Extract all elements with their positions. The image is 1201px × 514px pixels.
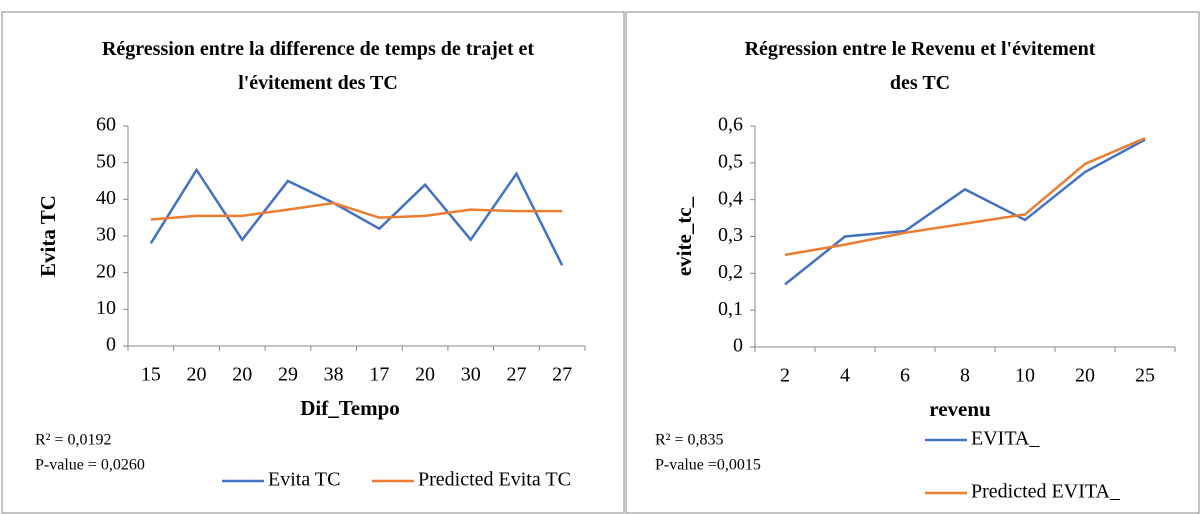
x-tick-label: 4: [840, 365, 850, 387]
x-tick-label: 17: [369, 364, 389, 386]
legend-label: EVITA_: [971, 428, 1040, 450]
series-line: [150, 201, 563, 221]
y-tick-label: 60: [96, 114, 116, 136]
annotation: P-value = 0,0260: [35, 457, 145, 474]
y-axis-label: Evita TC: [36, 195, 60, 277]
x-tick-label: 15: [141, 364, 161, 386]
y-tick-label: 50: [96, 150, 116, 172]
y-tick-label: 30: [96, 224, 116, 246]
x-tick-label: 27: [506, 364, 526, 386]
x-tick-label: 20: [232, 364, 252, 386]
y-tick-label: 0,3: [718, 224, 743, 246]
annotation: R² = 0,0192: [35, 432, 112, 449]
y-tick-label: 0,5: [718, 150, 743, 172]
y-tick-label: 0: [106, 334, 116, 356]
y-tick-label: 0,1: [718, 298, 743, 320]
legend-label: Predicted Evita TC: [418, 469, 571, 491]
y-tick-label: 10: [96, 297, 116, 319]
annotation: R² = 0,835: [655, 432, 724, 449]
panel-border: [625, 11, 1200, 514]
annotation: P-value =0,0015: [655, 457, 761, 474]
y-tick-label: 0: [733, 335, 743, 357]
x-tick-label: 25: [1135, 365, 1155, 387]
x-tick-label: 38: [324, 364, 344, 386]
chart-title: Régression entre le Revenu et l'évitemen…: [744, 38, 1096, 94]
x-tick-label: 6: [900, 365, 910, 387]
x-axis-label: revenu: [929, 397, 991, 421]
y-tick-label: 0,4: [718, 187, 743, 209]
legend-label: Predicted EVITA_: [971, 481, 1121, 503]
series-line: [784, 138, 1146, 286]
series-line: [784, 137, 1146, 257]
x-tick-label: 2: [780, 365, 790, 387]
y-axis-label: evite_tc_: [672, 196, 696, 276]
chart-title: Régression entre la difference de temps …: [101, 38, 535, 94]
x-tick-label: 30: [461, 364, 481, 386]
x-tick-label: 20: [415, 364, 435, 386]
x-axis-label: Dif_Tempo: [300, 396, 400, 420]
y-tick-label: 20: [96, 260, 116, 282]
y-tick-label: 40: [96, 187, 116, 209]
series-line: [149, 167, 564, 266]
x-tick-label: 29: [278, 364, 298, 386]
x-tick-label: 20: [1075, 365, 1095, 387]
x-tick-label: 8: [960, 365, 970, 387]
x-tick-label: 20: [187, 364, 207, 386]
y-tick-label: 0,6: [718, 114, 743, 136]
legend-label: Evita TC: [268, 469, 340, 491]
x-tick-label: 27: [552, 364, 572, 386]
y-tick-label: 0,2: [718, 261, 743, 283]
x-tick-label: 10: [1015, 365, 1035, 387]
panel-border: [1, 11, 625, 514]
